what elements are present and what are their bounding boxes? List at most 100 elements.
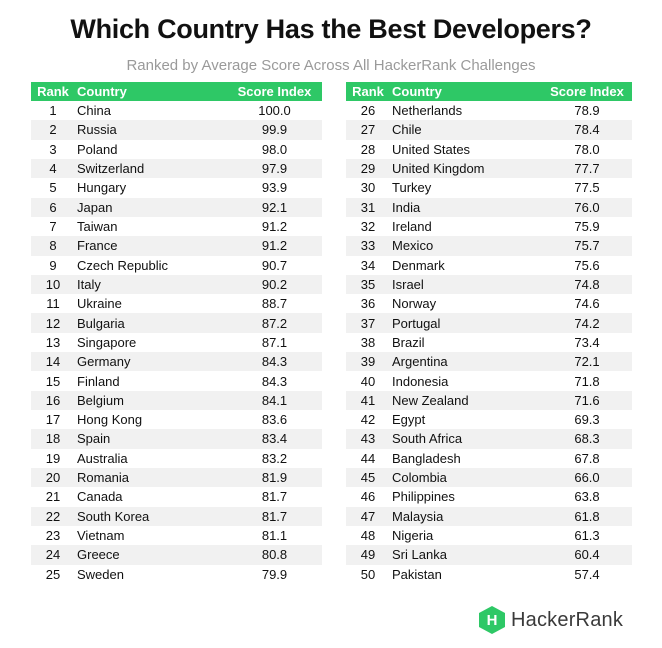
rank-cell: 26 <box>360 103 376 119</box>
score-cell: 71.6 <box>542 390 632 410</box>
table-row: 39 Argentina 72.1 <box>346 352 632 372</box>
country-cell: Japan <box>75 197 227 217</box>
rank-cell: 34 <box>360 257 376 273</box>
score-cell: 83.6 <box>261 412 288 428</box>
ranking-table-left: Rank Country Score Index 1 China 100.0 2 Rus… <box>31 82 322 584</box>
table-body-right: 26 Netherlands 78.9 27 Chile 78.4 28 United Sta… <box>346 101 632 584</box>
score-cell: 99.9 <box>227 120 322 140</box>
score-cell: 80.8 <box>227 545 322 565</box>
rank-cell: 33 <box>346 236 390 256</box>
table-row: 38 Brazil 73.4 <box>346 333 632 352</box>
header-score-index: Score Index <box>227 82 322 101</box>
score-cell: 69.3 <box>574 412 600 428</box>
country-cell: Belgium <box>75 390 227 410</box>
table-row: 49 Sri Lanka 60.4 <box>346 545 632 565</box>
score-cell: 61.3 <box>574 528 600 544</box>
country-cell: Israel <box>390 274 542 295</box>
score-cell: 78.4 <box>542 120 632 140</box>
table-row: 40 Indonesia 71.8 <box>346 371 632 390</box>
score-cell: 60.4 <box>542 545 632 565</box>
score-cell: 90.2 <box>227 274 322 295</box>
hackerrank-logo: H HackerRank <box>479 606 623 634</box>
table-row: 46 Philippines 63.8 <box>346 487 632 506</box>
score-cell: 83.2 <box>261 450 288 466</box>
score-cell: 71.8 <box>574 373 600 389</box>
country-cell: Greece <box>75 545 227 565</box>
rank-cell: 36 <box>360 296 376 312</box>
rank-cell: 10 <box>31 274 75 295</box>
score-cell: 72.1 <box>542 352 632 372</box>
rank-cell: 6 <box>31 197 75 217</box>
country-cell: Russia <box>75 120 227 140</box>
rank-cell: 39 <box>346 352 390 372</box>
country-cell: Spain <box>75 429 227 449</box>
score-cell: 81.1 <box>261 528 288 544</box>
table-row: 7 Taiwan 91.2 <box>31 217 322 236</box>
table-row: 6 Japan 92.1 <box>31 197 322 217</box>
score-cell: 87.1 <box>261 334 288 350</box>
table-row: 41 New Zealand 71.6 <box>346 390 632 410</box>
table-row: 5 Hungary 93.9 <box>31 178 322 197</box>
country-cell: Poland <box>77 141 118 157</box>
country-cell: Mexico <box>390 236 542 256</box>
table-row: 47 Malaysia 61.8 <box>346 506 632 526</box>
ranking-table-right: Rank Country Score Index 26 Netherlands 78… <box>346 82 632 584</box>
table-row: 1 China 100.0 <box>31 101 322 120</box>
table-row: 16 Belgium 84.1 <box>31 390 322 410</box>
table-row: 32 Ireland 75.9 <box>346 217 632 236</box>
rank-cell: 45 <box>346 467 390 488</box>
rank-cell: 21 <box>45 489 61 505</box>
header-country: Country <box>390 82 542 101</box>
table-row: 13 Singapore 87.1 <box>31 333 322 352</box>
score-cell: 57.4 <box>574 566 600 582</box>
score-cell: 76.0 <box>542 197 632 217</box>
rank-cell: 49 <box>346 545 390 565</box>
table-row: 36 Norway 74.6 <box>346 294 632 313</box>
country-cell: Brazil <box>392 334 425 350</box>
country-cell: Netherlands <box>392 103 463 119</box>
rank-cell: 12 <box>31 313 75 333</box>
score-cell: 68.3 <box>542 429 632 449</box>
score-cell: 77.5 <box>574 180 600 196</box>
country-cell: Chile <box>390 120 542 140</box>
rank-cell: 37 <box>346 313 390 333</box>
table-row: 19 Australia 83.2 <box>31 449 322 468</box>
rank-cell: 9 <box>49 257 57 273</box>
score-cell: 83.4 <box>227 429 322 449</box>
table-row: 17 Hong Kong 83.6 <box>31 410 322 429</box>
country-cell: Czech Republic <box>77 257 169 273</box>
rank-cell: 23 <box>45 528 61 544</box>
score-cell: 77.7 <box>542 158 632 179</box>
chart-title: Which Country Has the Best Developers? <box>70 14 592 44</box>
country-cell: United Kingdom <box>390 158 542 179</box>
table-row: 9 Czech Republic 90.7 <box>31 256 322 275</box>
rank-cell: 8 <box>31 236 75 256</box>
country-cell: Turkey <box>392 180 432 196</box>
rank-cell: 42 <box>360 412 376 428</box>
country-cell: Philippines <box>392 489 455 505</box>
score-cell: 61.8 <box>542 506 632 526</box>
rank-cell: 47 <box>346 506 390 526</box>
table-row: 25 Sweden 79.9 <box>31 565 322 584</box>
country-cell: Bulgaria <box>75 313 227 333</box>
country-cell: Finland <box>77 373 120 389</box>
country-cell: Egypt <box>392 412 426 428</box>
score-cell: 67.8 <box>574 450 600 466</box>
rank-cell: 35 <box>346 274 390 295</box>
score-cell: 84.3 <box>261 373 288 389</box>
country-cell: Hong Kong <box>77 412 143 428</box>
country-cell: Bangladesh <box>392 450 461 466</box>
table-row: 2 Russia 99.9 <box>31 120 322 140</box>
country-cell: Pakistan <box>392 566 442 582</box>
table-row: 29 United Kingdom 77.7 <box>346 158 632 179</box>
rank-cell: 4 <box>31 158 75 179</box>
rank-cell: 11 <box>46 296 60 312</box>
table-row: 50 Pakistan 57.4 <box>346 565 632 584</box>
country-cell: Malaysia <box>390 506 542 526</box>
header-rank: Rank <box>31 82 75 101</box>
table-row: 31 India 76.0 <box>346 197 632 217</box>
country-cell: South Africa <box>390 429 542 449</box>
rank-cell: 41 <box>346 390 390 410</box>
rank-cell: 38 <box>360 334 376 350</box>
table-row: 10 Italy 90.2 <box>31 274 322 295</box>
